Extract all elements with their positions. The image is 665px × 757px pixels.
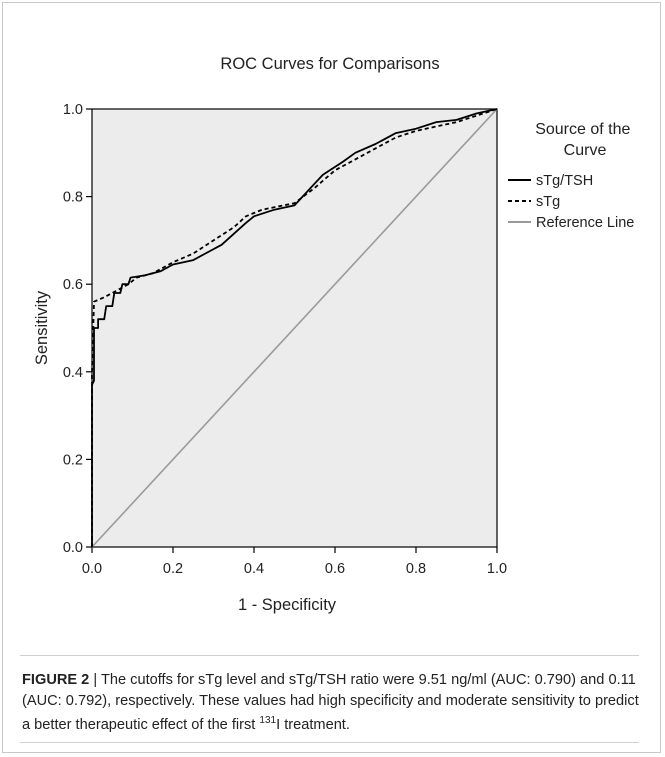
caption-text-end: I treatment.: [276, 716, 350, 733]
legend: Source of the Curve sTg/TSH sTg Reference …: [508, 121, 635, 231]
x-tick-label: 0.8: [406, 561, 426, 577]
x-tick-label: 1.0: [487, 561, 507, 577]
caption-divider: [20, 655, 639, 656]
legend-label: sTg: [536, 194, 560, 210]
caption-separator: |: [89, 672, 101, 688]
y-tick-label: 1.0: [63, 102, 83, 118]
x-tick-label: 0.6: [325, 561, 345, 577]
x-tick-label: 0.0: [82, 561, 102, 577]
y-tick-label: 0.2: [63, 452, 83, 468]
figure-label: FIGURE 2: [22, 672, 90, 688]
figure-caption: FIGURE 2 | The cutoffs for sTg level and…: [22, 670, 647, 735]
legend-title: Source of the Curve: [535, 121, 635, 159]
y-tick-label: 0.6: [63, 277, 83, 293]
axes: 0.0 0.2 0.4 0.6 0.8 1.0 0.0 0.2 0.4 0.6 0.8 1.0: [63, 102, 507, 577]
x-tick-label: 0.4: [244, 561, 264, 577]
x-axis-label: 1 - Specificity: [238, 596, 337, 614]
series-line-stg-tsh: [91, 108, 498, 547]
series-line-reference-line: [91, 108, 498, 548]
caption-rule: [20, 742, 639, 743]
y-tick-label: 0.0: [63, 540, 83, 556]
chart-title: ROC Curves for Comparisons: [220, 55, 439, 73]
roc-chart: ROC Curves for Comparisons 0.0 0.2 0.4 0.6 0…: [33, 55, 635, 614]
x-tick-label: 0.2: [163, 561, 183, 577]
legend-label: Reference Line: [536, 215, 634, 231]
series-line-stg: [91, 108, 498, 547]
caption-text: The cutoffs for sTg level and sTg/TSH ra…: [22, 672, 639, 733]
legend-label: sTg/TSH: [536, 173, 593, 189]
y-tick-label: 0.4: [63, 365, 83, 381]
caption-superscript: 131: [259, 715, 277, 726]
y-axis-label: Sensitivity: [33, 290, 51, 365]
series-layer: [91, 108, 498, 548]
y-tick-label: 0.8: [63, 190, 83, 206]
